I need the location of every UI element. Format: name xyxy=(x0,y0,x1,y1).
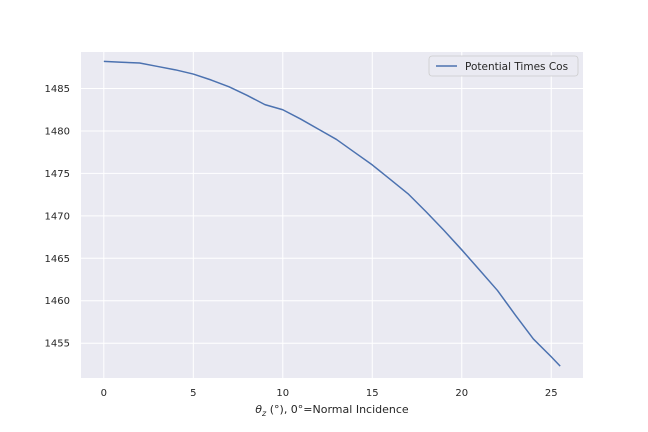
plot-area xyxy=(81,52,583,378)
x-tick-label: 0 xyxy=(101,388,107,399)
y-tick-labels: 1455 1460 1465 1470 1475 1480 1485 xyxy=(45,84,70,350)
x-tick-label: 20 xyxy=(455,388,468,399)
y-tick-label: 1485 xyxy=(45,84,70,95)
y-tick-label: 1455 xyxy=(45,339,70,350)
y-tick-label: 1465 xyxy=(45,254,70,265)
series-line xyxy=(103,60,561,367)
y-tick-label: 1470 xyxy=(45,211,70,222)
legend-label: Potential Times Cos xyxy=(465,61,568,73)
y-tick-label: 1480 xyxy=(45,126,70,137)
x-tick-label: 10 xyxy=(276,388,289,399)
x-tick-label: 15 xyxy=(366,388,379,399)
legend-box xyxy=(428,55,579,77)
x-tick-label: 25 xyxy=(545,388,558,399)
x-tick-label: 5 xyxy=(190,388,196,399)
y-tick-label: 1460 xyxy=(45,296,70,307)
legend: Potential Times Cos xyxy=(428,55,579,77)
x-gridlines xyxy=(103,52,552,378)
y-gridlines xyxy=(81,88,583,344)
x-tick-labels: 0 5 10 15 20 25 xyxy=(101,388,558,399)
x-axis-label: θz (°), 0°=Normal Incidence xyxy=(255,403,409,418)
series-lines xyxy=(103,60,561,367)
y-tick-label: 1475 xyxy=(45,169,70,180)
